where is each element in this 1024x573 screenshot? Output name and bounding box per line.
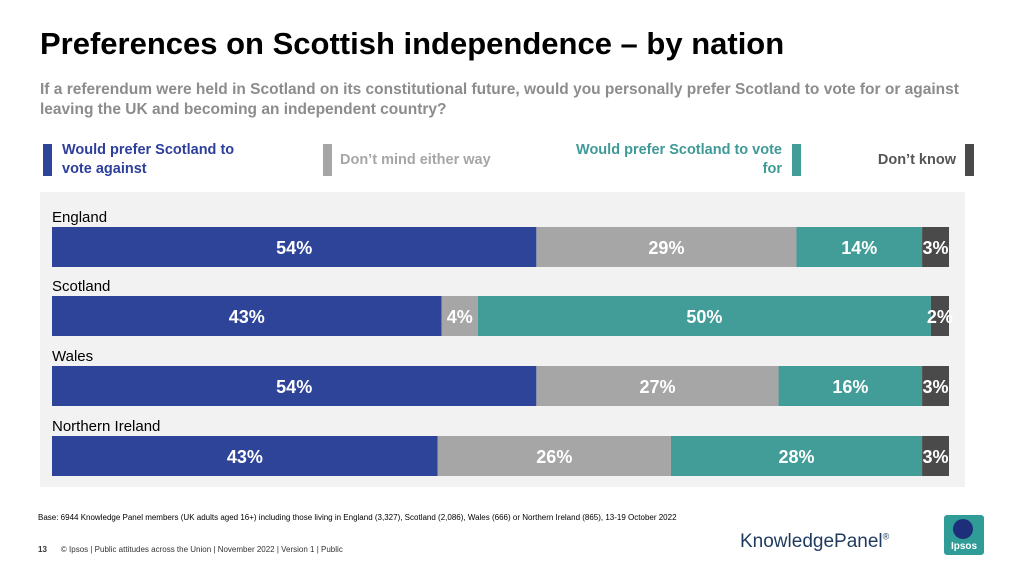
data-label: 16% bbox=[832, 377, 868, 397]
data-label: 54% bbox=[276, 238, 312, 258]
legend-swatch-dont-know bbox=[965, 144, 974, 176]
footer: 13 © Ipsos | Public attitudes across the … bbox=[38, 545, 343, 554]
data-label: 27% bbox=[639, 377, 675, 397]
bar-segment bbox=[536, 366, 779, 406]
footer-text: © Ipsos | Public attitudes across the Un… bbox=[60, 545, 343, 554]
knowledgepanel-logo-text: KnowledgePanel bbox=[740, 531, 883, 552]
data-label: 3% bbox=[923, 447, 949, 467]
legend-label-against: Would prefer Scotland to vote against bbox=[62, 142, 235, 177]
data-label: 43% bbox=[227, 447, 263, 467]
bar-segment bbox=[670, 436, 923, 476]
bar-segment bbox=[52, 296, 442, 336]
bar-segment bbox=[922, 227, 949, 267]
data-label: 14% bbox=[841, 238, 877, 258]
data-label: 3% bbox=[923, 238, 949, 258]
bar-segment bbox=[778, 366, 923, 406]
legend-swatch-dont-mind bbox=[323, 144, 332, 176]
page-title: Preferences on Scottish independence – b… bbox=[40, 26, 785, 61]
bar-segment bbox=[52, 227, 537, 267]
bar-segment bbox=[796, 227, 923, 267]
ipsos-logo: Ipsos bbox=[944, 515, 984, 555]
data-label: 54% bbox=[276, 377, 312, 397]
registered-mark: ® bbox=[882, 531, 890, 542]
data-label: 43% bbox=[229, 307, 265, 327]
bar-segment bbox=[441, 296, 478, 336]
data-label: 2% bbox=[927, 307, 953, 327]
bar-segment bbox=[930, 296, 949, 336]
knowledgepanel-logo: KnowledgePanel® bbox=[740, 531, 889, 553]
legend-label-dont-know: Don’t know bbox=[877, 152, 956, 168]
bar-segment bbox=[52, 366, 537, 406]
ipsos-logo-text: Ipsos bbox=[950, 541, 978, 552]
page-subtitle: If a referendum were held in Scotland on… bbox=[40, 81, 959, 118]
category-label: Scotland bbox=[52, 278, 110, 295]
category-label: England bbox=[52, 209, 107, 226]
page-number: 13 bbox=[38, 545, 47, 554]
category-label: Northern Ireland bbox=[52, 418, 160, 435]
data-label: 50% bbox=[686, 307, 722, 327]
bar-segment bbox=[536, 227, 797, 267]
data-label: 28% bbox=[778, 447, 814, 467]
legend-label-dont-mind: Don’t mind either way bbox=[340, 152, 491, 168]
base-footnote: Base: 6944 Knowledge Panel members (UK a… bbox=[38, 513, 677, 522]
bar-segment bbox=[437, 436, 671, 476]
data-label: 26% bbox=[536, 447, 572, 467]
data-label: 3% bbox=[923, 377, 949, 397]
data-label: 29% bbox=[648, 238, 684, 258]
data-label: 4% bbox=[447, 307, 473, 327]
bar-segment bbox=[52, 436, 438, 476]
legend-swatch-against bbox=[43, 144, 52, 176]
bar-segment bbox=[922, 436, 949, 476]
category-label: Wales bbox=[52, 348, 93, 365]
legend-label-for: Would prefer Scotland to vote for bbox=[576, 142, 782, 177]
bar-segment bbox=[477, 296, 931, 336]
legend-swatch-for bbox=[792, 144, 801, 176]
bar-segment bbox=[922, 366, 949, 406]
